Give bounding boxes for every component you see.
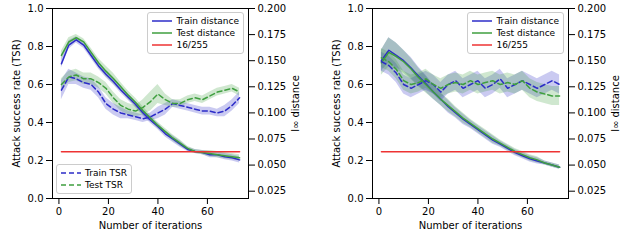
html-text:16/255: 16/255 <box>496 40 529 50</box>
svg-text:0.175: 0.175 <box>258 29 287 40</box>
svg-text:Number of iterations: Number of iterations <box>99 220 203 231</box>
svg-text:l∞ distance: l∞ distance <box>290 75 301 132</box>
svg-text:0.8: 0.8 <box>348 41 364 52</box>
svg-text:60: 60 <box>521 206 534 217</box>
svg-text:0.150: 0.150 <box>578 55 607 66</box>
svg-text:0.0: 0.0 <box>28 193 44 204</box>
svg-text:0.050: 0.050 <box>578 159 607 170</box>
svg-text:0.6: 0.6 <box>348 79 364 90</box>
svg-text:0.075: 0.075 <box>578 133 607 144</box>
svg-text:1.0: 1.0 <box>28 3 44 14</box>
svg-text:0.4: 0.4 <box>348 117 364 128</box>
svg-text:0.075: 0.075 <box>258 133 287 144</box>
svg-text:0.8: 0.8 <box>28 41 44 52</box>
svg-text:40: 40 <box>152 206 165 217</box>
html-text:Test distance: Test distance <box>496 28 556 38</box>
html-text:Train distance: Train distance <box>496 16 559 26</box>
html-text:Test distance: Test distance <box>176 28 236 38</box>
svg-text:0.4: 0.4 <box>28 117 44 128</box>
svg-text:0.050: 0.050 <box>258 159 287 170</box>
svg-text:0.125: 0.125 <box>258 81 287 92</box>
html-text:16/255: 16/255 <box>176 40 209 50</box>
svg-text:20: 20 <box>102 206 115 217</box>
svg-text:0.150: 0.150 <box>258 55 287 66</box>
html-text:Test TSR: Test TSR <box>85 180 124 190</box>
svg-text:0.100: 0.100 <box>578 107 607 118</box>
svg-text:20: 20 <box>422 206 435 217</box>
svg-text:Attack success rate (TSR): Attack success rate (TSR) <box>331 39 342 167</box>
svg-text:0.175: 0.175 <box>578 29 607 40</box>
svg-text:0.2: 0.2 <box>348 155 364 166</box>
svg-text:0: 0 <box>56 206 62 217</box>
svg-text:0.200: 0.200 <box>578 3 607 14</box>
svg-text:0.0: 0.0 <box>348 193 364 204</box>
svg-text:0.6: 0.6 <box>28 79 44 90</box>
svg-text:0.2: 0.2 <box>28 155 44 166</box>
svg-text:1.0: 1.0 <box>348 3 364 14</box>
svg-text:0.025: 0.025 <box>258 185 287 196</box>
svg-text:0.200: 0.200 <box>258 3 287 14</box>
svg-text:0.100: 0.100 <box>258 107 287 118</box>
svg-text:60: 60 <box>201 206 214 217</box>
svg-text:0.125: 0.125 <box>578 81 607 92</box>
svg-text:l∞ distance: l∞ distance <box>610 75 621 132</box>
svg-text:40: 40 <box>472 206 485 217</box>
svg-text:0: 0 <box>376 206 382 217</box>
html-text:Train distance: Train distance <box>176 16 239 26</box>
svg-text:Number of iterations: Number of iterations <box>419 220 523 231</box>
svg-text:0.025: 0.025 <box>578 185 607 196</box>
svg-text:Attack success rate (TSR): Attack success rate (TSR) <box>11 39 22 167</box>
html-text:Train TSR: Train TSR <box>85 168 127 178</box>
